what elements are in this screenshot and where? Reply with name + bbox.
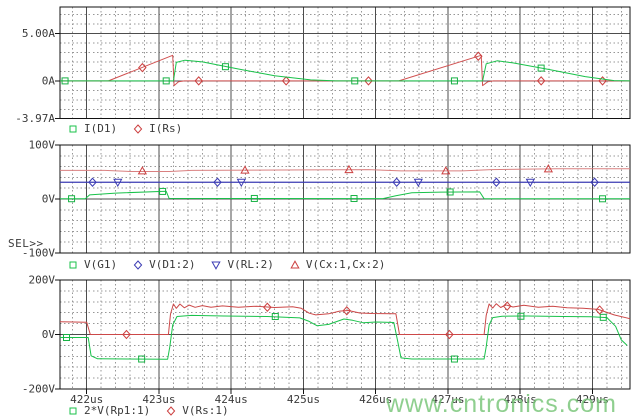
sel-indicator: SEL>> [8,237,44,250]
trace-markers-i-d1 [61,63,545,85]
legend-plot1: I(D1) I(Rs) [68,122,198,135]
x-axis-tick-label: 426us [359,393,392,406]
grid [60,7,630,119]
legend-label: V(D1:2) [149,258,196,271]
triangle-down-marker-icon [211,261,222,270]
x-axis-tick-label: 429us [576,393,609,406]
x-axis-tick-label: 422us [70,393,103,406]
diamond-marker-icon [166,405,176,416]
y-axis-tick-label: 0V [42,193,56,206]
trace-v-cx-1-cx-2 [60,168,630,172]
x-axis-tick-label: 427us [431,393,464,406]
trace-v-g1 [60,190,631,200]
diamond-marker-icon [133,123,143,134]
plot-1: 5.00A 0A -3.97A [15,6,631,125]
legend-item-v-rs-1[interactable]: V(Rs:1) [166,404,229,417]
legend-plot2: V(G1) V(D1:2) V(RL:2) V(Cx:1,Cx:2) [68,258,401,271]
trace-markers-v-g1 [68,187,607,203]
trace-markers-2-v-rp1-1 [63,312,607,363]
legend-item-v-rl-2[interactable]: V(RL:2) [211,258,274,271]
x-axis-tick-label: 428us [504,393,537,406]
legend-item-i-d1[interactable]: I(D1) [68,122,117,135]
trace-markers-i-rs [138,51,607,86]
triangle-up-marker-icon [290,259,300,268]
legend-label: 2*V(Rp1:1) [84,404,151,417]
legend-label: V(G1) [84,258,118,271]
y-axis-tick-label: 100V [29,139,56,152]
y-axis-tick-label: -200V [22,383,55,396]
square-marker-icon [69,407,77,414]
trace-v-rs-1 [59,303,631,335]
x-axis-tick-label: 425us [287,393,320,406]
trace-i-rs [60,54,630,87]
trace-markers-v-d1-2 [88,177,599,188]
trace-i-d1 [60,59,631,82]
legend-label: I(Rs) [149,122,183,135]
square-marker-icon [69,125,77,132]
legend-item-i-rs[interactable]: I(Rs) [133,122,182,135]
y-axis-tick-label: -3.97A [15,112,55,125]
legend-item-v-d1-2[interactable]: V(D1:2) [133,258,195,271]
diamond-marker-icon [133,259,143,270]
square-marker-icon [69,261,77,268]
y-axis-tick-label: 5.00A [22,27,55,40]
trace-markers-v-rs-1 [122,301,604,340]
legend-label: V(Rs:1) [182,404,229,417]
legend-item-v-cx-1-cx-2[interactable]: V(Cx:1,Cx:2) [290,258,385,271]
y-axis-tick-label: 200V [29,274,56,287]
watermark-text: www.cntronics.com [386,390,617,418]
x-axis-tick-label: 424us [215,393,248,406]
plot-2: 100V 0V -100V [22,139,631,260]
legend-item-2-v-rp1-1[interactable]: 2*V(Rp1:1) [68,404,150,417]
legend-label: V(Cx:1,Cx:2) [305,258,386,271]
y-axis-tick-label: 0A [42,74,56,87]
y-axis-tick-label: -100V [22,247,55,260]
plot-3: 200V 0V -200V 422us 423us 424us 425us 426us 427u… [22,274,631,406]
trace-markers-v-cx-1-cx-2 [137,164,554,175]
x-axis-tick-label: 423us [142,393,175,406]
legend-label: V(RL:2) [227,258,274,271]
y-axis-tick-label: 0V [42,328,56,341]
legend-plot3: 2*V(Rp1:1) V(Rs:1) [68,404,245,417]
trace-2-v-rp1-1 [60,314,628,360]
legend-label: I(D1) [84,122,118,135]
legend-item-v-g1[interactable]: V(G1) [68,258,117,271]
